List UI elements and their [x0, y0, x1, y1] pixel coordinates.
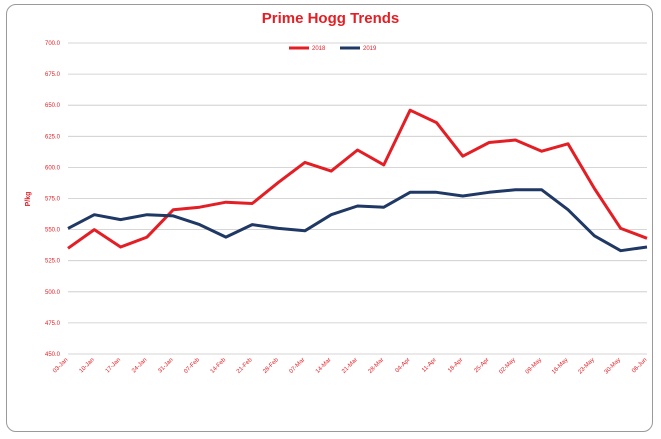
- y-tick-label: 450.0: [45, 352, 61, 358]
- y-axis-label: P/kg: [25, 192, 32, 207]
- x-tick-label: 23-May: [577, 357, 595, 375]
- x-tick-label: 03-Jan: [52, 357, 69, 374]
- y-tick-label: 675.0: [45, 72, 61, 78]
- series-lines: [67, 108, 648, 253]
- x-tick-label: 24-Jan: [131, 357, 148, 374]
- x-tick-label: 16-May: [551, 357, 569, 375]
- y-tick-label: 625.0: [45, 134, 61, 140]
- x-tick-label: 21-Feb: [236, 357, 254, 375]
- x-tick-label: 17-Jan: [105, 357, 122, 374]
- y-tick-label: 650.0: [45, 103, 61, 109]
- legend-label: 2018: [312, 46, 326, 52]
- x-tick-label: 10-Jan: [79, 357, 96, 374]
- y-tick-label: 600.0: [45, 165, 61, 171]
- x-tick-label: 28-Mar: [368, 357, 386, 375]
- x-tick-label: 06-Jun: [631, 357, 648, 374]
- chart-title: Prime Hogg Trends: [261, 10, 400, 27]
- x-tick-label: 02-May: [498, 357, 516, 375]
- legend-label: 2019: [363, 46, 377, 52]
- y-tick-label: 700.0: [45, 41, 61, 47]
- x-tick-label: 31-Jan: [157, 357, 174, 374]
- grid-lines: [68, 42, 647, 355]
- x-tick-label: 25-Apr: [474, 357, 491, 374]
- x-tick-label: 09-May: [525, 357, 543, 375]
- x-tick-label: 14-Feb: [210, 357, 228, 375]
- x-tick-label: 07-Mar: [289, 357, 307, 375]
- y-tick-label: 550.0: [45, 228, 61, 234]
- x-tick-label: 28-Feb: [262, 357, 280, 375]
- series-line-2019: [67, 188, 648, 253]
- legend: 2018 2019: [289, 46, 377, 52]
- x-tick-label: 21-Mar: [341, 357, 359, 375]
- x-tick-label: 18-Apr: [447, 357, 464, 374]
- y-tick-label: 575.0: [45, 197, 61, 203]
- y-tick-labels: 450.0 475.0 500.0 525.0 550.0 575.0 600.0 625.0…: [45, 41, 61, 358]
- x-tick-label: 14-Mar: [315, 357, 333, 375]
- x-tick-label: 30-May: [604, 357, 622, 375]
- x-tick-label: 07-Feb: [183, 357, 201, 375]
- y-tick-label: 500.0: [45, 290, 61, 296]
- x-tick-labels: 03-Jan 10-Jan 17-Jan 24-Jan 31-Jan 07-Feb 14-F…: [52, 357, 648, 376]
- x-tick-label: 11-Apr: [421, 357, 438, 374]
- series-line-2018: [67, 108, 648, 250]
- x-tick-label: 04-Apr: [395, 357, 412, 374]
- y-tick-label: 475.0: [45, 321, 61, 327]
- y-tick-label: 525.0: [45, 259, 61, 265]
